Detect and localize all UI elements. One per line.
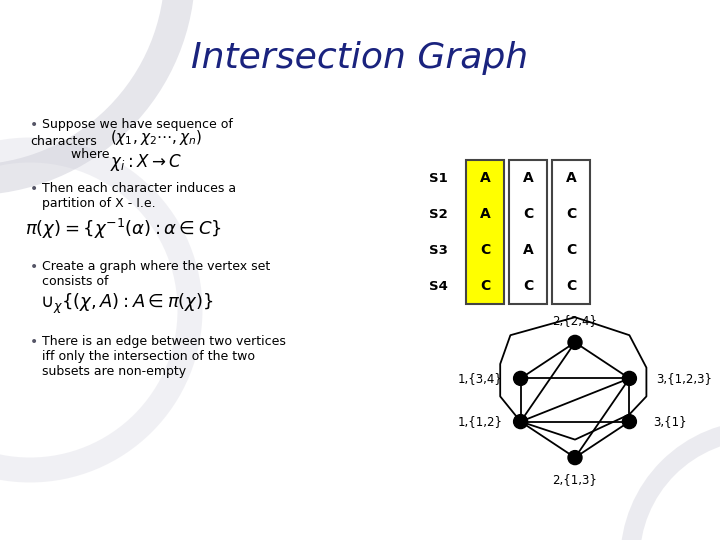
Text: Intersection Graph: Intersection Graph	[192, 41, 528, 75]
Circle shape	[568, 335, 582, 349]
Text: C: C	[523, 207, 533, 221]
Text: 3,{1}: 3,{1}	[653, 415, 687, 428]
Text: C: C	[480, 243, 490, 257]
Circle shape	[513, 415, 528, 429]
Text: C: C	[480, 279, 490, 293]
Text: S4: S4	[428, 280, 447, 293]
Text: 2,{1,3}: 2,{1,3}	[552, 472, 598, 485]
Text: iff only the intersection of the two: iff only the intersection of the two	[42, 350, 255, 363]
Text: S2: S2	[428, 207, 447, 220]
Text: A: A	[480, 171, 490, 185]
Text: Create a graph where the vertex set: Create a graph where the vertex set	[42, 260, 270, 273]
Text: A: A	[480, 207, 490, 221]
Circle shape	[622, 372, 636, 386]
Text: •: •	[30, 182, 38, 196]
Text: 3,{1,2,3}: 3,{1,2,3}	[656, 372, 712, 385]
Text: $\chi_i : X \rightarrow C$: $\chi_i : X \rightarrow C$	[110, 152, 181, 173]
Circle shape	[513, 372, 528, 386]
Text: S3: S3	[428, 244, 447, 256]
Text: Suppose we have sequence of: Suppose we have sequence of	[42, 118, 233, 131]
Text: S1: S1	[428, 172, 447, 185]
Text: •: •	[30, 335, 38, 349]
Text: consists of: consists of	[42, 275, 109, 288]
Text: $\cup_\chi\{(\chi, A) : A \in \pi(\chi)\}$: $\cup_\chi\{(\chi, A) : A \in \pi(\chi)\…	[40, 292, 214, 316]
Text: C: C	[523, 279, 533, 293]
Text: characters: characters	[30, 135, 96, 148]
Text: C: C	[566, 243, 576, 257]
Text: There is an edge between two vertices: There is an edge between two vertices	[42, 335, 286, 348]
Text: 1,{3,4}: 1,{3,4}	[457, 372, 503, 385]
Circle shape	[622, 415, 636, 429]
Circle shape	[568, 450, 582, 464]
Text: partition of X - I.e.: partition of X - I.e.	[42, 197, 156, 210]
Text: $\pi(\chi) = \{\chi^{-1}(\alpha) : \alpha \in C\}$: $\pi(\chi) = \{\chi^{-1}(\alpha) : \alph…	[25, 217, 222, 241]
Text: subsets are non-empty: subsets are non-empty	[42, 365, 186, 378]
FancyBboxPatch shape	[466, 160, 504, 304]
Text: 1,{1,2}: 1,{1,2}	[457, 415, 503, 428]
Text: C: C	[566, 207, 576, 221]
Text: A: A	[566, 171, 577, 185]
Text: C: C	[566, 279, 576, 293]
FancyBboxPatch shape	[509, 160, 547, 304]
Text: where: where	[55, 148, 109, 161]
Text: A: A	[523, 243, 534, 257]
Text: •: •	[30, 260, 38, 274]
Text: •: •	[30, 118, 38, 132]
Text: $(\chi_1, \chi_2\cdots, \chi_n)$: $(\chi_1, \chi_2\cdots, \chi_n)$	[110, 128, 202, 147]
Text: 2,{2,4}: 2,{2,4}	[552, 314, 598, 327]
FancyBboxPatch shape	[552, 160, 590, 304]
Text: A: A	[523, 171, 534, 185]
Text: Then each character induces a: Then each character induces a	[42, 182, 236, 195]
